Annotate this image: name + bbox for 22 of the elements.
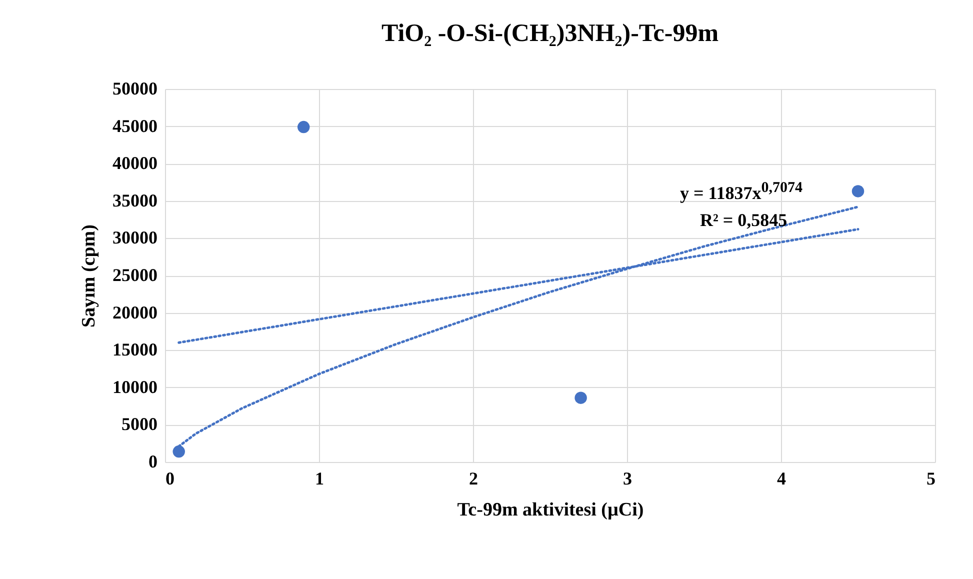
x-tick-label: 4 [777,468,786,488]
y-tick-label: 40000 [112,153,158,174]
y-tick-label: 15000 [112,340,158,360]
x-tick-label: 0 [166,468,174,488]
x-tick-label: 1 [315,468,324,488]
y-tick-label: 5000 [122,414,158,434]
x-tick-label: 3 [623,468,632,488]
y-tick-label: 45000 [112,116,158,136]
x-axis-title: Tc-99m aktivitesi (µCi) [457,500,644,520]
y-tick-label: 35000 [112,190,158,210]
annotation: R² = 0,5845 [700,210,788,231]
y-tick-label: 30000 [112,228,158,248]
chart-title: TiO₂ -O-Si-(CH₂)3NH₂)-Tc-99m [381,20,719,47]
y-tick-label: 20000 [112,302,158,322]
y-tick-label: 25000 [112,265,158,285]
y-tick-label: 10000 [112,376,158,397]
annotation: y = 11837x$^{0,7074}$ [680,180,803,204]
y-tick-label: 50000 [112,78,158,98]
y-tick-label: 0 [148,452,158,472]
x-tick-label: 5 [926,468,936,488]
x-tick-label: 2 [469,468,478,488]
y-axis-title: Sayım (cpm) [78,224,100,328]
